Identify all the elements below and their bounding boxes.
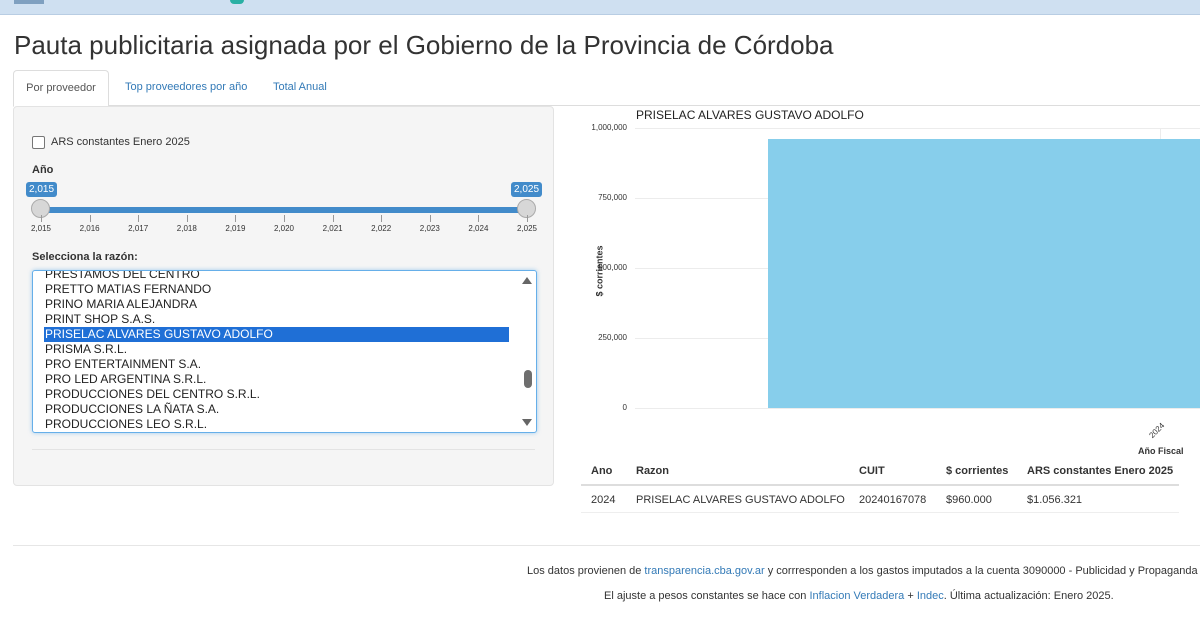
scroll-up-arrow-icon[interactable] xyxy=(522,277,532,284)
slider-tick-label: 2,017 xyxy=(128,224,149,233)
ars-constantes-checkbox[interactable] xyxy=(32,135,45,149)
chart-gridline xyxy=(635,128,1200,129)
slider-tick-label: 2,016 xyxy=(79,224,100,233)
panel-divider xyxy=(32,449,535,450)
slider-max-badge: 2,025 xyxy=(511,182,543,197)
list-item[interactable]: PRODUCCIONES DEL CENTRO S.R.L. xyxy=(45,387,260,401)
list-item[interactable]: PRO ENTERTAINMENT S.A. xyxy=(45,357,202,371)
sidebar-panel: ARS constantes Enero 2025 Año 2,015 2,02… xyxy=(13,106,554,486)
razon-label: Selecciona la razón: xyxy=(32,251,138,263)
slider-tick xyxy=(381,215,383,222)
slider-tick xyxy=(478,215,480,222)
bar-chart: PRISELAC ALVARES GUSTAVO ADOLFO $ corrie… xyxy=(580,106,1200,456)
tab-bar: Por proveedor Top proveedores por año To… xyxy=(13,70,1200,107)
chart-title: PRISELAC ALVARES GUSTAVO ADOLFO xyxy=(636,108,864,122)
list-item[interactable]: PRODUCCIONES PUBLICITARIAS xyxy=(44,432,236,433)
slider-tick xyxy=(429,215,431,222)
slider-tick-label: 2,020 xyxy=(273,224,295,233)
slider-track[interactable] xyxy=(41,207,527,213)
table-row: 2024 PRISELAC ALVARES GUSTAVO ADOLFO 202… xyxy=(581,485,1179,513)
col-header-razon: Razon xyxy=(626,460,849,486)
chart-y-tick-label: 500,000 xyxy=(598,263,627,272)
logo-fragment-accent xyxy=(230,0,244,4)
cell-razon: PRISELAC ALVARES GUSTAVO ADOLFO xyxy=(626,485,849,513)
slider-tick-label: 2,025 xyxy=(516,224,538,233)
list-item[interactable]: PRINT SHOP S.A.S. xyxy=(45,312,156,326)
slider-tick xyxy=(186,215,188,222)
chart-y-tick-label: 0 xyxy=(622,403,627,412)
footer-text: + xyxy=(904,590,917,602)
ars-constantes-checkbox-row[interactable]: ARS constantes Enero 2025 xyxy=(32,134,190,150)
razon-select-list[interactable]: PRESTAMOS DEL CENTRO PRETTO MATIAS FERNAN… xyxy=(32,270,537,433)
inflacion-verdadera-link[interactable]: Inflacion Verdadera xyxy=(809,590,905,602)
chart-x-tick-label: 2024 xyxy=(1147,421,1167,440)
col-header-cuit: CUIT xyxy=(849,460,936,486)
slider-handle-min[interactable] xyxy=(31,199,50,218)
slider-tick-label: 2,018 xyxy=(176,224,197,233)
chart-y-tick-label: 750,000 xyxy=(598,193,627,202)
list-item[interactable]: PRISMA S.R.L. xyxy=(45,342,128,356)
scrollbar-thumb[interactable] xyxy=(524,370,532,388)
list-item-selected[interactable]: PRISELAC ALVARES GUSTAVO ADOLFO xyxy=(44,327,509,342)
list-item[interactable]: PRODUCCIONES LA ÑATA S.A. xyxy=(45,402,220,416)
slider-tick xyxy=(138,215,140,222)
slider-tick-label: 2,015 xyxy=(30,224,52,233)
results-table: Ano Razon CUIT $ corrientes ARS constant… xyxy=(581,460,1179,513)
indec-link[interactable]: Indec xyxy=(916,590,944,602)
slider-handle-max[interactable] xyxy=(517,199,536,218)
list-item[interactable]: PRINO MARIA ALEJANDRA xyxy=(45,297,198,311)
top-navbar xyxy=(0,0,1200,15)
tab-top-proveedores[interactable]: Top proveedores por año xyxy=(125,81,248,93)
chart-bar xyxy=(768,139,1200,408)
transparencia-link[interactable]: transparencia.cba.gov.ar xyxy=(644,565,765,577)
slider-tick xyxy=(89,215,91,222)
logo-fragment xyxy=(14,0,44,4)
cell-corrientes: $960.000 xyxy=(936,485,1017,513)
slider-tick-label: 2,023 xyxy=(419,224,440,233)
slider-tick xyxy=(527,215,528,222)
slider-tick xyxy=(284,215,285,222)
col-header-corrientes: $ corrientes xyxy=(936,460,1017,486)
scroll-down-arrow-icon[interactable] xyxy=(522,419,532,426)
footer-adjust-line: El ajuste a pesos constantes se hace con… xyxy=(604,590,1114,602)
slider-tick xyxy=(41,215,42,222)
ars-constantes-label: ARS constantes Enero 2025 xyxy=(51,136,190,148)
slider-tick xyxy=(235,215,237,222)
list-item[interactable]: PRESTAMOS DEL CENTRO xyxy=(45,270,200,281)
footer-source-line: Los datos provienen de transparencia.cba… xyxy=(527,565,1198,577)
list-item[interactable]: PRODUCCIONES LEO S.R.L. xyxy=(45,417,208,431)
slider-tick-label: 2,022 xyxy=(371,224,392,233)
year-label: Año xyxy=(32,164,54,176)
list-item[interactable]: PRO LED ARGENTINA S.R.L. xyxy=(45,372,207,386)
list-item[interactable]: PRETTO MATIAS FERNANDO xyxy=(45,282,212,296)
chart-plot-area: 0 250,000 500,000 750,000 1,000,000 2024 xyxy=(591,123,1200,440)
footer-text: y corrresponden a los gastos imputados a… xyxy=(764,565,1198,577)
tab-total-anual[interactable]: Total Anual xyxy=(273,81,327,93)
footer-divider xyxy=(13,545,1200,546)
cell-cuit: 20240167078 xyxy=(849,485,936,513)
table-header-row: Ano Razon CUIT $ corrientes ARS constant… xyxy=(581,460,1179,486)
col-header-constantes: ARS constantes Enero 2025 xyxy=(1017,460,1179,486)
chart-gridline xyxy=(635,408,1200,409)
slider-min-badge: 2,015 xyxy=(26,182,58,197)
footer-text: El ajuste a pesos constantes se hace con xyxy=(604,590,810,602)
slider-tick-label: 2,021 xyxy=(322,224,343,233)
slider-tick-label: 2,019 xyxy=(225,224,246,233)
page-title: Pauta publicitaria asignada por el Gobie… xyxy=(14,30,834,60)
slider-tick xyxy=(332,215,334,222)
chart-x-axis-label: Año Fiscal xyxy=(1138,446,1184,456)
cell-ano: 2024 xyxy=(581,485,626,513)
slider-tick-label: 2,024 xyxy=(468,224,489,233)
chart-y-tick-label: 250,000 xyxy=(598,333,627,342)
tab-por-proveedor[interactable]: Por proveedor xyxy=(13,70,109,107)
footer-text: Los datos provienen de xyxy=(527,565,645,577)
cell-constantes: $1.056.321 xyxy=(1017,485,1179,513)
year-range-slider[interactable]: 2,015 2,025 2,015 2,016 2,017 2,018 2,019 2,0… xyxy=(14,182,553,242)
col-header-ano: Ano xyxy=(581,460,626,486)
footer-text: . Última actualización: Enero 2025. xyxy=(943,590,1114,602)
chart-y-tick-label: 1,000,000 xyxy=(591,123,627,132)
